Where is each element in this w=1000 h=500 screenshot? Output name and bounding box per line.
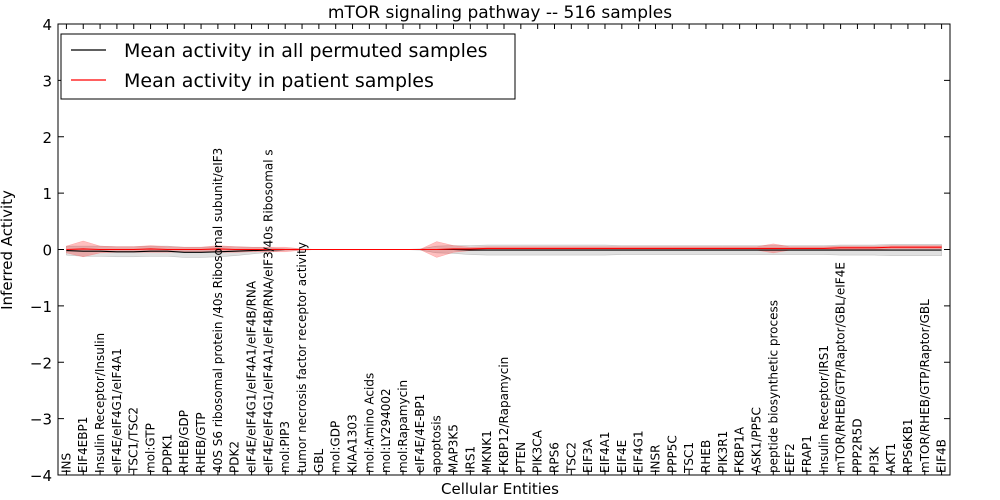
x-tick-label: Insulin Receptor/IRS1 (817, 345, 831, 473)
y-tick-label: 0 (42, 242, 52, 260)
x-tick-label: mol:GTP (144, 423, 158, 473)
x-tick-label: PPP2R5D (850, 418, 864, 473)
x-tick-label: PIK3R1 (716, 431, 730, 473)
x-tick-label: KIAA1303 (346, 414, 360, 473)
x-tick-label: MAP3K5 (447, 424, 461, 473)
x-tick-label: RHEB (699, 440, 713, 473)
y-tick-label: −2 (30, 354, 52, 372)
legend-box (60, 33, 516, 100)
y-axis-label: Inferred Activity (0, 190, 16, 310)
x-tick-label: Insulin Receptor/Insulin (93, 333, 107, 473)
x-tick-label: TSC1/TSC2 (127, 407, 141, 474)
x-tick-label: mol:PIP3 (278, 421, 292, 473)
x-tick-label: mol:LY294002 (379, 388, 393, 473)
x-tick-label: apoptosis (430, 415, 444, 473)
x-tick-label: FRAP1 (800, 435, 814, 473)
x-tick-label: PDPK1 (160, 434, 174, 473)
x-tick-label: EIF4E (615, 440, 629, 473)
x-tick-label: PPP5C (665, 435, 679, 473)
x-tick-label: PI3K (867, 446, 881, 473)
y-tick-label: 2 (42, 129, 52, 147)
y-tick-label: 4 (42, 16, 52, 34)
x-tick-label: RHEB/GTP (194, 412, 208, 473)
x-axis-label: Cellular Entities (441, 480, 559, 498)
x-tick-label: INSR (649, 445, 663, 473)
x-tick-labels: INS EIF4EBP1 Insulin Receptor/Insulin eIF4E… (59, 148, 948, 474)
legend-label-patient: Mean activity in patient samples (124, 70, 434, 92)
x-tick-label: TSC1 (682, 442, 696, 474)
y-tick-label: 1 (42, 185, 52, 203)
series-lines (66, 246, 942, 253)
x-tick-label: PIK3CA (531, 429, 545, 473)
y-tick-label: 3 (42, 72, 52, 90)
line-patient (66, 246, 942, 251)
x-tick-label: EIF3A (581, 438, 595, 473)
x-tick-label: GBL (312, 448, 326, 473)
x-tick-label: eIF4E/4E-BP1 (413, 394, 427, 473)
x-tick-label: FKBP1A (733, 426, 747, 473)
x-tick-label: mol:Rapamycin (396, 380, 410, 473)
x-tick-label: EEF2 (783, 443, 797, 473)
x-tick-label: RPS6 (548, 442, 562, 473)
x-tick-label: eIF4E/eIF4G1/eIF4A1/eIF4B/RNA (245, 280, 259, 473)
legend-label-permuted: Mean activity in all permuted samples (124, 40, 487, 62)
x-tick-label: RHEB/GDP (177, 410, 191, 473)
x-tick-label: ASK1/PP5C (750, 407, 764, 473)
x-tick-label: eIF4E/eIF4G1/eIF4A1/eIF4B/RNA/eIF3/40s R… (261, 149, 275, 473)
x-tick-label: EIF4B (935, 439, 949, 473)
y-tick-label: −4 (30, 467, 52, 485)
x-tick-label: mTOR/RHEB/GTP/Raptor/GBL (918, 299, 932, 473)
x-tick-label: EIF4G1 (632, 430, 646, 473)
chart-title: mTOR signaling pathway -- 516 samples (328, 3, 672, 23)
x-tick-label: eIF4E/eIF4G1/eIF4A1 (110, 348, 124, 473)
x-tick-label: TSC2 (564, 442, 578, 474)
x-axis (65, 24, 943, 475)
x-tick-label: RPS6KB1 (901, 418, 915, 473)
x-tick-label: peptide biosynthetic process (766, 300, 780, 473)
x-tick-label: mol:Amino Acids (362, 373, 376, 473)
x-tick-label: AKT1 (884, 443, 898, 473)
x-tick-label: INS (59, 453, 73, 473)
x-tick-label: mTOR/RHEB/GTP/Raptor/GBL/eIF4E (834, 262, 848, 473)
x-tick-label: EIF4A1 (598, 431, 612, 473)
y-tick-label: −1 (30, 298, 52, 316)
x-tick-label: PTEN (514, 442, 528, 473)
x-tick-label: IRS1 (463, 446, 477, 473)
x-tick-label: mol:GDP (329, 421, 343, 473)
legend: Mean activity in all permuted samples Me… (60, 33, 516, 100)
x-tick-label: MKNK1 (480, 430, 494, 473)
x-tick-label: FKBP12/Rapamycin (497, 357, 511, 473)
x-tick-label: PDK2 (228, 441, 242, 473)
x-tick-label: 40S S6 ribosomal protein /40s Ribosomal … (211, 148, 225, 473)
x-tick-label: tumor necrosis factor receptor activity (295, 242, 309, 473)
x-tick-label: EIF4EBP1 (76, 417, 90, 473)
y-tick-label: −3 (30, 411, 52, 429)
line-permuted (66, 248, 942, 253)
